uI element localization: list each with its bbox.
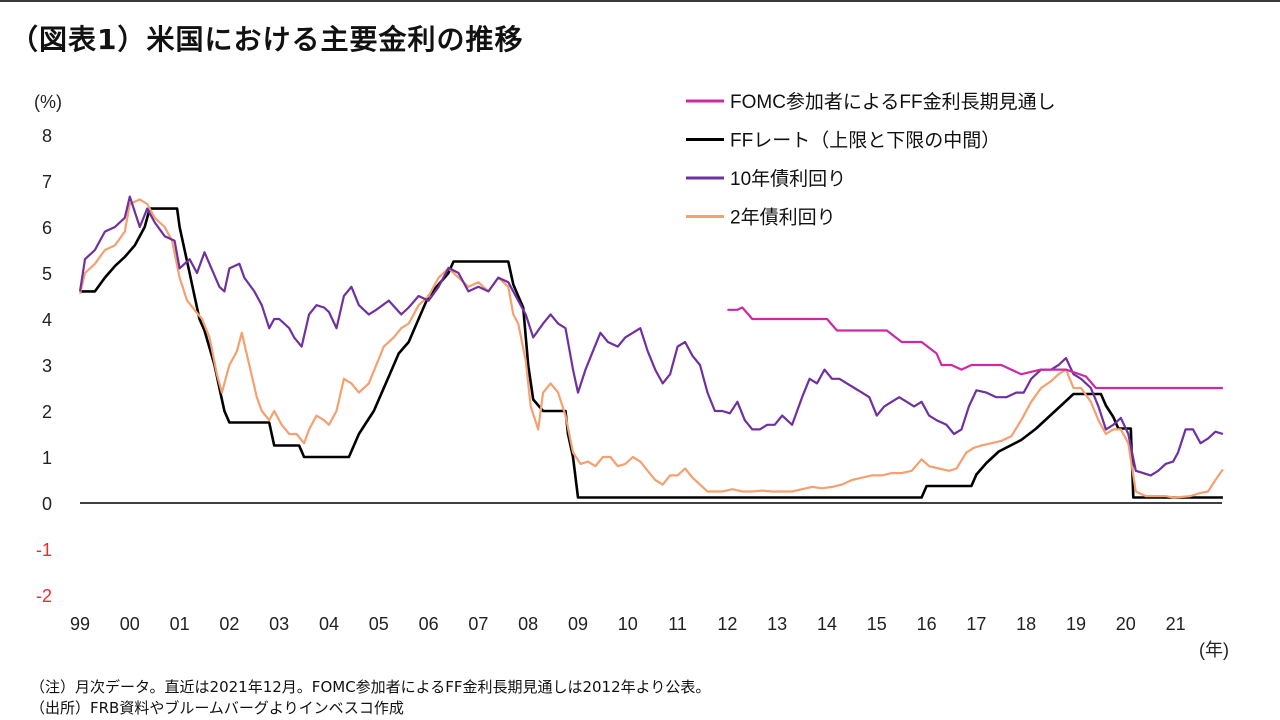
page-title: （図表1）米国における主要金利の推移 <box>10 23 524 56</box>
footnote-note: （注）月次データ。直近は2021年12月。FOMC参加者によるFF金利長期見通し… <box>30 678 711 696</box>
legend-label: 2年債利回り <box>730 207 836 229</box>
x-tick-label: 01 <box>170 614 190 634</box>
y-axis-unit-label: (%) <box>34 92 62 112</box>
x-tick-label: 12 <box>717 614 737 634</box>
x-tick-label: 15 <box>867 614 887 634</box>
x-tick-label: 04 <box>319 614 339 634</box>
x-tick-label: 05 <box>369 614 389 634</box>
y-tick-label: 5 <box>42 264 52 284</box>
series-line-0 <box>727 306 1223 390</box>
x-tick-label: 20 <box>1116 614 1136 634</box>
x-tick-label: 02 <box>219 614 239 634</box>
legend-label: 10年債利回り <box>730 168 846 190</box>
y-tick-label: 6 <box>42 218 52 238</box>
y-tick-label: 8 <box>42 126 52 146</box>
y-tick-label: 3 <box>42 356 52 376</box>
x-tick-label: 18 <box>1016 614 1036 634</box>
y-tick-label: 0 <box>42 494 52 514</box>
x-tick-label: 14 <box>817 614 837 634</box>
footnote-source: （出所）FRB資料やブルームバーグよりインベスコ作成 <box>30 699 404 717</box>
legend-label: FFレート（上限と下限の中間） <box>730 130 1000 152</box>
series-line-1 <box>80 207 1223 499</box>
x-axis-unit-label: (年) <box>1199 640 1229 660</box>
x-tick-label: 13 <box>767 614 787 634</box>
x-tick-label: 16 <box>917 614 937 634</box>
series-line-3 <box>78 198 1224 499</box>
x-tick-label: 21 <box>1166 614 1186 634</box>
y-tick-label: -2 <box>36 586 52 606</box>
x-tick-label: 17 <box>966 614 986 634</box>
x-tick-label: 00 <box>120 614 140 634</box>
y-tick-label: 4 <box>42 310 52 330</box>
y-tick-label: 1 <box>42 448 52 468</box>
x-tick-label: 10 <box>618 614 638 634</box>
legend-label: FOMC参加者によるFF金利長期見通し <box>730 91 1056 113</box>
x-tick-label: 19 <box>1066 614 1086 634</box>
x-tick-label: 99 <box>70 614 90 634</box>
y-tick-label: 7 <box>42 172 52 192</box>
x-tick-label: 06 <box>419 614 439 634</box>
series-line-2 <box>78 195 1224 477</box>
y-tick-label: 2 <box>42 402 52 422</box>
x-tick-label: 09 <box>568 614 588 634</box>
y-tick-label: -1 <box>36 540 52 560</box>
x-tick-label: 08 <box>518 614 538 634</box>
x-tick-label: 03 <box>269 614 289 634</box>
x-tick-label: 11 <box>668 614 687 634</box>
x-tick-label: 07 <box>468 614 488 634</box>
top-border-line <box>0 0 1280 2</box>
